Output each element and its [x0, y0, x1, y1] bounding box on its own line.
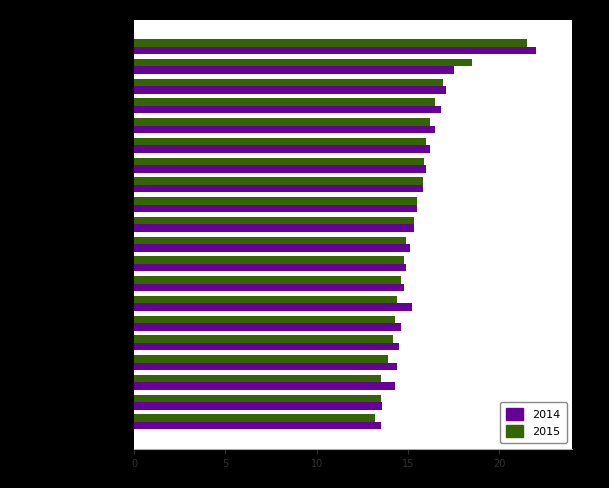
Bar	[134, 98, 435, 106]
Bar	[134, 125, 435, 133]
Bar	[134, 375, 381, 383]
Bar	[134, 244, 410, 252]
Bar	[134, 79, 443, 86]
Bar	[134, 316, 395, 323]
Bar	[134, 264, 406, 271]
Bar	[134, 138, 426, 145]
Bar	[134, 363, 397, 370]
Bar	[134, 66, 454, 74]
Bar	[134, 256, 404, 264]
Bar	[134, 422, 381, 429]
Bar	[134, 355, 388, 363]
Bar	[134, 323, 401, 331]
Bar	[134, 335, 393, 343]
Bar	[134, 158, 424, 165]
Bar	[134, 46, 536, 54]
Bar	[134, 296, 397, 304]
Bar	[134, 145, 430, 153]
Bar	[134, 177, 423, 185]
Bar	[134, 414, 375, 422]
Bar	[134, 383, 395, 390]
Bar	[134, 185, 423, 192]
Bar	[134, 86, 446, 94]
Bar	[134, 39, 527, 46]
Bar	[134, 284, 404, 291]
Bar	[134, 304, 412, 311]
Bar	[134, 217, 414, 224]
Bar	[134, 59, 472, 66]
Bar	[134, 237, 406, 244]
Bar	[134, 165, 426, 173]
Legend: 2014, 2015: 2014, 2015	[500, 402, 567, 444]
Bar	[134, 224, 414, 232]
Bar	[134, 197, 417, 204]
Bar	[134, 204, 417, 212]
Bar	[134, 106, 441, 113]
Bar	[134, 118, 430, 125]
Bar	[134, 402, 382, 410]
Bar	[134, 343, 399, 350]
Bar	[134, 395, 381, 402]
Bar	[134, 276, 401, 284]
